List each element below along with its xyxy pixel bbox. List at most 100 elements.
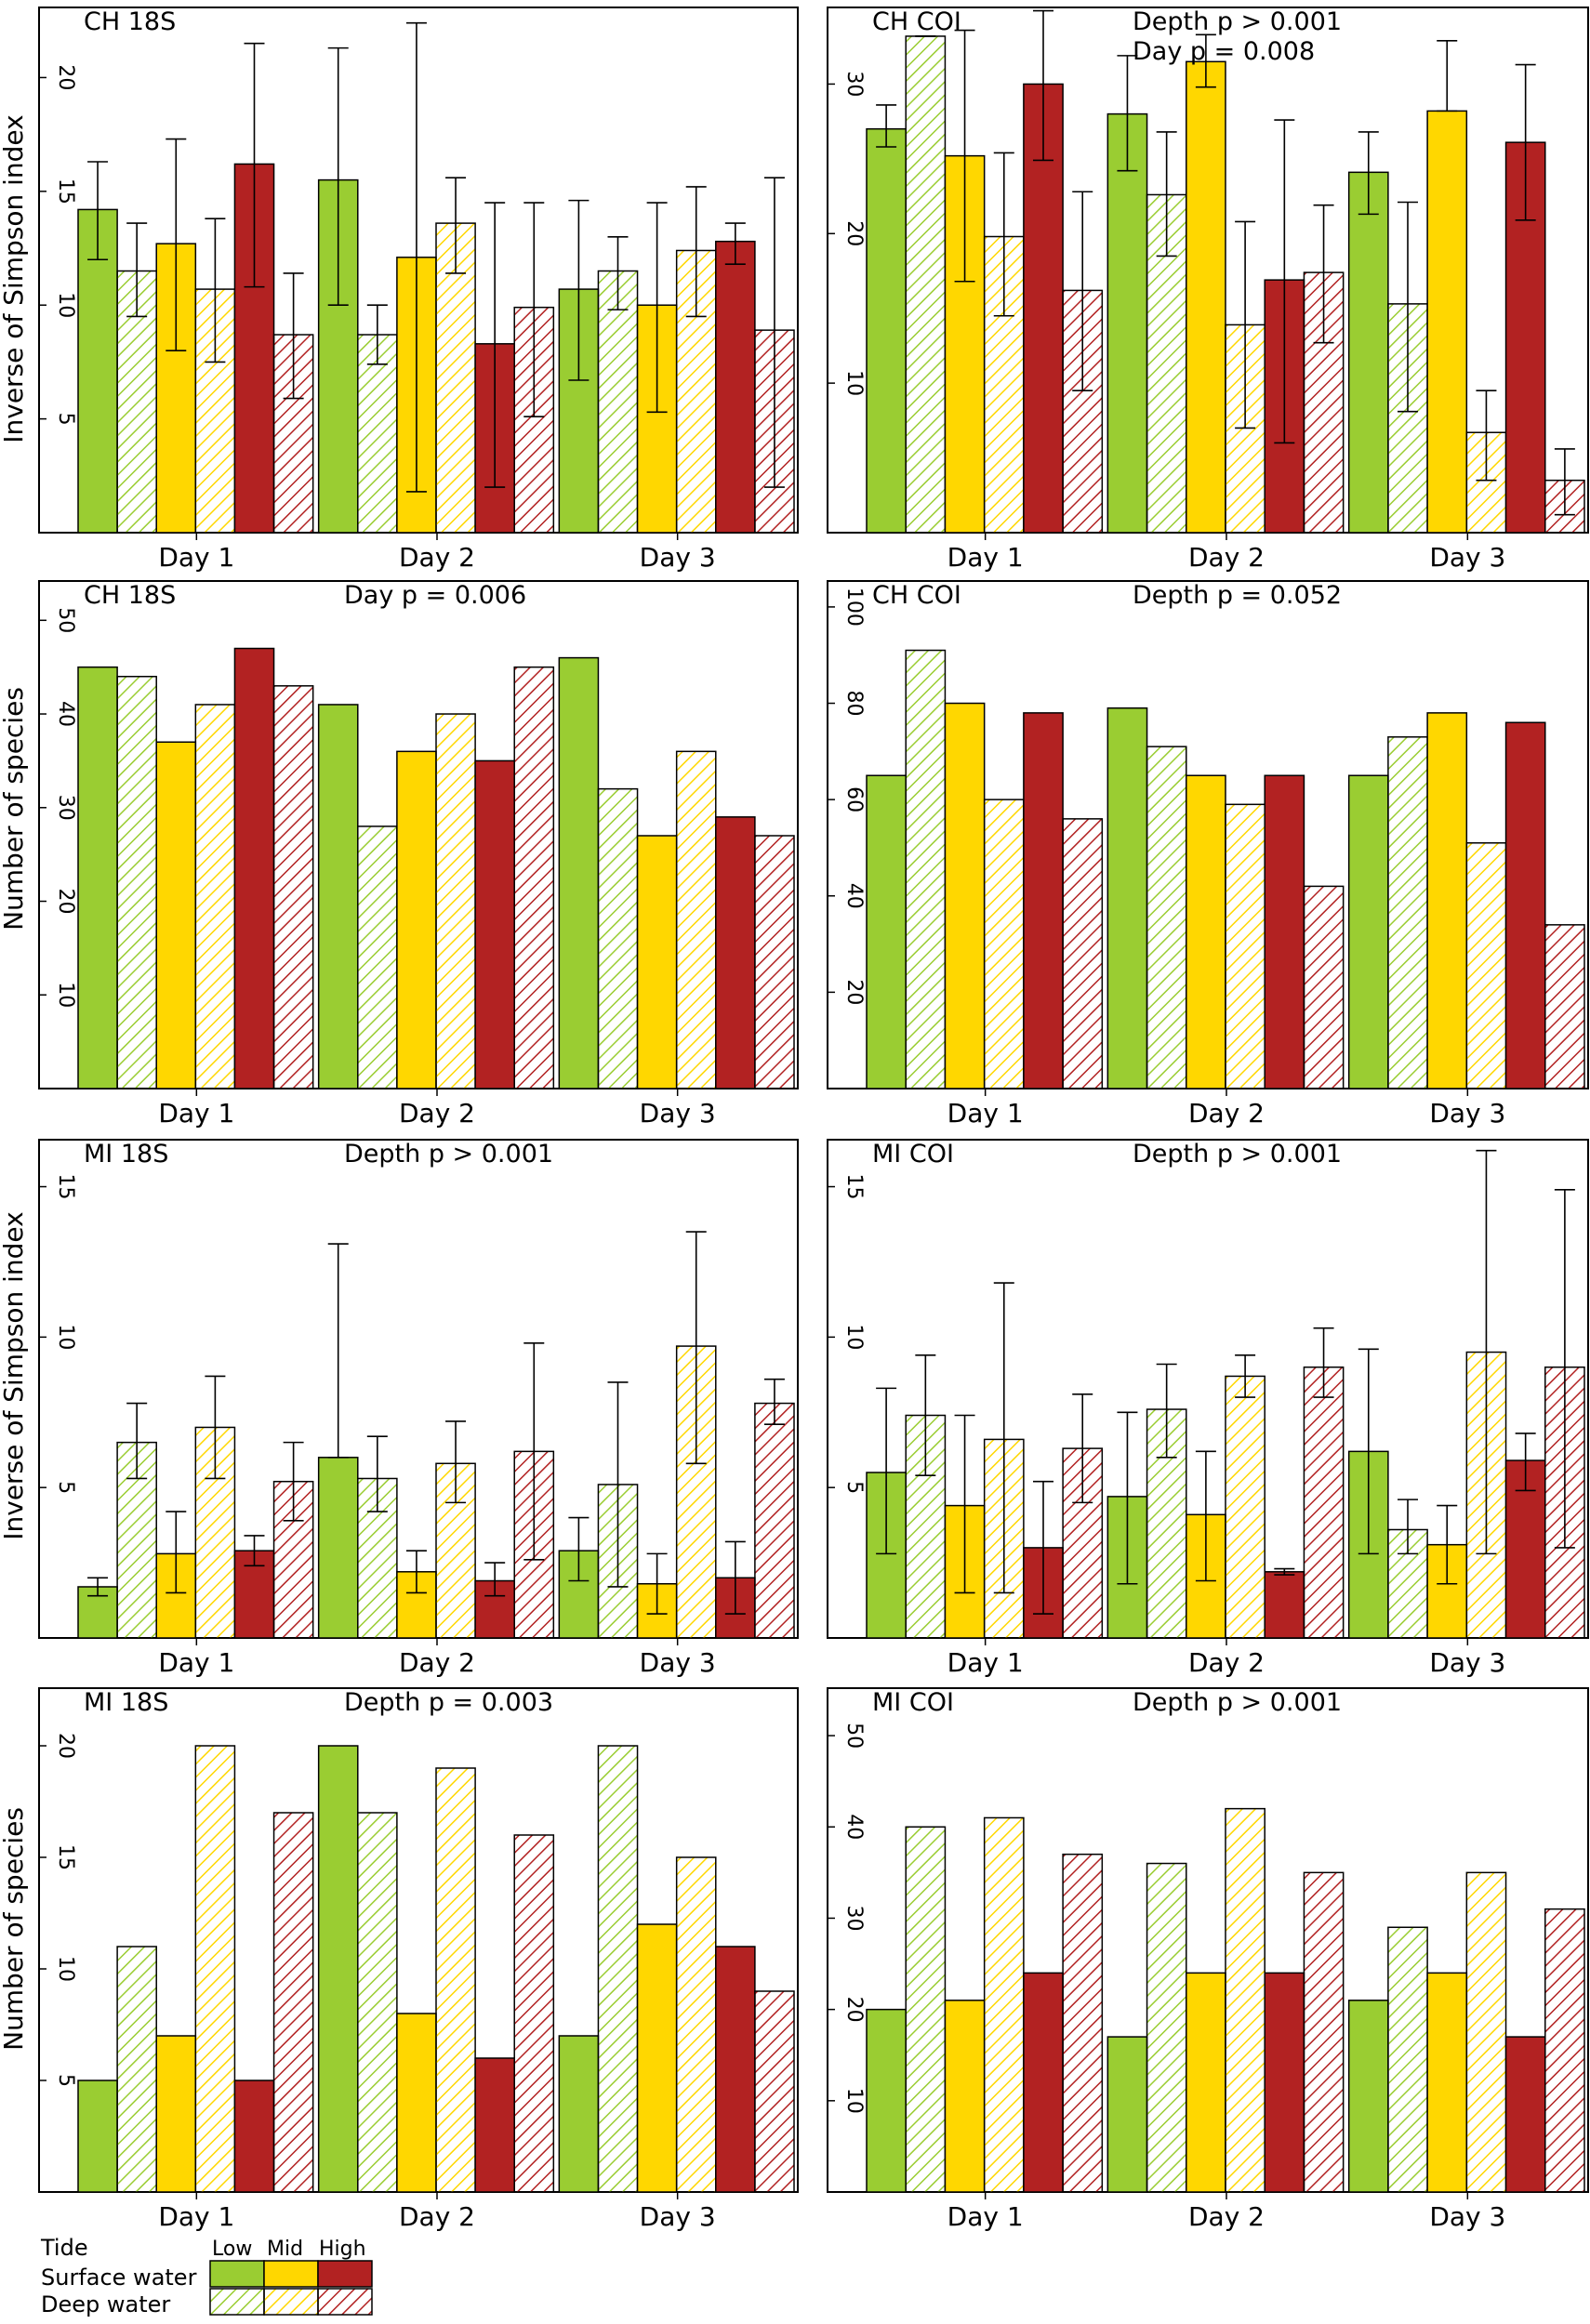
y-tick-label: 5 [54,1481,77,1494]
x-tick-label: Day 2 [1188,1647,1265,1678]
bar-low-deep-day1 [116,1946,157,2193]
bar-mid-surface-day1 [944,2000,986,2193]
bar-mid-surface-day1 [155,2035,197,2193]
x-tick-label: Day 3 [640,1647,716,1678]
bar-mid-surface-day1 [944,702,986,1089]
y-tick-label: 15 [54,178,77,205]
bar-low-surface-day1 [77,208,118,534]
bar-mid-surface-day3 [636,1923,678,2193]
bar-low-surface-day3 [1347,171,1389,534]
bar-high-surface-day2 [474,759,515,1089]
bar-high-surface-day2 [1264,1972,1305,2193]
bar-high-surface-day1 [1023,712,1064,1089]
bar-low-surface-day3 [1347,2000,1389,2193]
bar-high-deep-day2 [513,666,555,1089]
y-tick-label: 100 [842,588,866,627]
bar-mid-deep-day2 [1225,803,1265,1089]
bar-low-deep-day3 [1387,1926,1428,2193]
bar-mid-deep-day3 [675,750,717,1089]
bar-low-deep-day1 [905,649,947,1089]
x-tick-label: Day 2 [1188,542,1265,573]
y-tick-label: 10 [842,2088,866,2114]
bar-high-deep-day2 [1303,1366,1345,1639]
bar-high-deep-day3 [754,1990,795,2193]
x-tick-label: Day 3 [1429,1098,1505,1129]
panel-stat: Day p = 0.008 [1133,37,1315,66]
bar-low-deep-day2 [1146,1862,1187,2193]
legend-swatch-low-deep [209,2288,265,2316]
x-tick-label: Day 3 [640,542,716,573]
panel-title: CH 18S [84,581,176,610]
bar-mid-surface-day3 [636,835,678,1089]
x-tick-label: Day 1 [158,2201,234,2232]
panel-title: CH COI [872,581,961,610]
y-label: Inverse of Simpson index [0,1211,29,1540]
y-tick-label: 20 [54,64,77,90]
bar-high-surface-day1 [233,2080,275,2193]
bar-high-surface-day2 [474,2057,515,2193]
legend-surface-label: Surface water [41,2265,197,2291]
panel-title: MI COI [872,1688,954,1717]
panel-title: MI 18S [84,1688,168,1717]
y-tick-label: 5 [54,413,77,426]
panel-stat: Depth p = 0.003 [344,1688,553,1717]
bar-high-surface-day3 [715,1946,756,2193]
bar-high-deep-day1 [272,1812,314,2193]
bar-high-surface-day1 [233,647,275,1089]
panel-mi18s-species: 5 10 15 20 Day 1 Day 2 Day 3 MI 18S Depth p = 0.… [38,1687,799,2232]
y-tick-label: 20 [842,979,866,1005]
panel-stat: Day p = 0.006 [344,581,526,610]
bar-mid-surface-day3 [1426,1972,1468,2193]
bar-low-deep-day1 [905,1826,947,2193]
panel-title: MI COI [872,1140,954,1169]
bar-mid-deep-day1 [194,704,236,1089]
bar-high-deep-day2 [1303,1871,1345,2193]
bar-high-deep-day3 [754,1402,795,1639]
x-tick-label: Day 3 [1429,2201,1505,2232]
y-tick-label: 40 [842,883,866,909]
legend-high-label: High [319,2238,366,2261]
panel-chcoi-species: 20 40 60 80 100 Day 1 Day 2 Day 3 CH COI Depth p … [827,580,1589,1129]
y-tick-label: 40 [54,701,77,727]
bar-low-deep-day3 [597,787,639,1089]
bar-high-surface-day1 [1023,1972,1064,2193]
bar-low-deep-day2 [357,825,398,1089]
bar-low-surface-day2 [317,704,359,1089]
y-tick-label: 40 [842,1814,866,1840]
legend-deep-label: Deep water [41,2291,170,2317]
legend-tide-label: Tide [40,2235,88,2261]
bar-high-surface-day3 [715,240,756,534]
bar-mid-deep-day1 [983,799,1025,1089]
bar-low-surface-day3 [1347,774,1389,1089]
bar-low-deep-day3 [1387,736,1428,1089]
bar-mid-deep-day3 [1465,1871,1507,2193]
legend-mid-label: Mid [267,2238,303,2261]
bar-mid-deep-day2 [1225,1807,1265,2193]
panels: 5 10 15 20 Day 1 Day 2 Day 3 CH 18S 10 20 30 Day 1 D… [38,7,1589,2232]
y-tick-label: 20 [842,1997,866,2023]
panel-chcoi-simpson: 10 20 30 Day 1 Day 2 Day 3 CH COI Depth p > 0.0… [827,7,1589,573]
bar-mid-surface-day1 [155,741,197,1089]
panel-stat: Depth p > 0.001 [1133,1140,1342,1169]
bar-mid-surface-day3 [1426,712,1468,1089]
bar-high-surface-day3 [1504,2036,1546,2193]
y-tick-label: 15 [54,1174,77,1200]
y-label: Number of species [0,1807,29,2051]
bar-mid-deep-day1 [983,1816,1025,2193]
bar-high-deep-day1 [1062,818,1104,1089]
bar-mid-deep-day2 [1225,1375,1265,1639]
bar-high-deep-day3 [1544,1908,1585,2193]
y-tick-label: 15 [842,1174,866,1200]
y-tick-label: 5 [842,1481,866,1494]
x-tick-label: Day 1 [947,1098,1024,1129]
x-tick-label: Day 3 [640,1098,716,1129]
x-tick-label: Day 1 [947,542,1024,573]
legend-swatch-mid-deep [263,2288,319,2316]
panel-ch18s-species: 10 20 30 40 50 Day 1 Day 2 Day 3 CH 18S Day p = 0… [38,580,799,1129]
y-tick-label: 10 [54,1956,77,1982]
bar-mid-surface-day2 [1186,60,1226,534]
bar-low-surface-day3 [558,2035,600,2193]
y-tick-label: 20 [54,889,77,915]
bar-low-surface-day2 [317,1745,359,2193]
